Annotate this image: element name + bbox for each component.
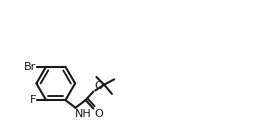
Text: O: O	[94, 109, 103, 119]
Text: O: O	[94, 81, 103, 91]
Text: NH: NH	[75, 109, 92, 119]
Text: Br: Br	[24, 62, 36, 72]
Text: F: F	[30, 95, 36, 105]
